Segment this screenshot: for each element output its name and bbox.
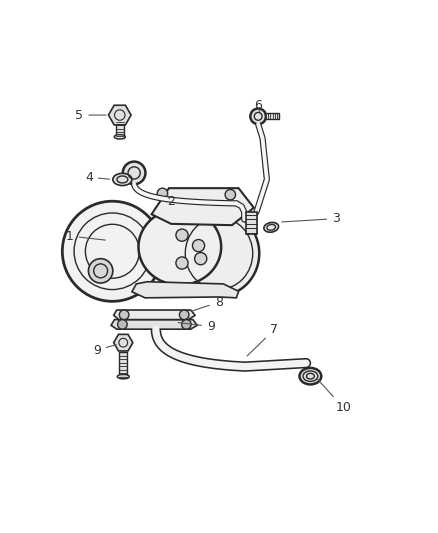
Text: 6: 6 [254, 99, 261, 112]
Ellipse shape [264, 222, 279, 232]
Circle shape [194, 253, 207, 265]
Text: 1: 1 [66, 230, 105, 243]
Circle shape [251, 109, 266, 124]
Polygon shape [114, 310, 195, 320]
Ellipse shape [300, 368, 321, 384]
Circle shape [62, 201, 162, 301]
Text: 3: 3 [282, 212, 340, 225]
Circle shape [182, 320, 191, 329]
Circle shape [176, 257, 188, 269]
Circle shape [225, 189, 236, 200]
FancyBboxPatch shape [247, 212, 257, 234]
Circle shape [123, 161, 145, 184]
Bar [265, 114, 279, 119]
Polygon shape [109, 105, 131, 125]
Ellipse shape [138, 209, 221, 285]
Ellipse shape [117, 375, 129, 379]
Polygon shape [132, 282, 239, 298]
Text: 5: 5 [75, 109, 106, 122]
Text: 10: 10 [317, 378, 352, 415]
Bar [116, 121, 124, 138]
Polygon shape [111, 320, 197, 329]
Circle shape [157, 188, 168, 199]
Ellipse shape [114, 135, 125, 139]
Circle shape [88, 259, 113, 283]
Text: 9: 9 [93, 344, 116, 357]
Polygon shape [152, 188, 254, 225]
Text: 4: 4 [85, 171, 110, 184]
Ellipse shape [113, 173, 132, 185]
Text: 9: 9 [178, 320, 215, 333]
Circle shape [192, 239, 205, 252]
Circle shape [117, 320, 127, 329]
Polygon shape [114, 334, 133, 351]
Text: 8: 8 [191, 296, 223, 311]
Bar [119, 352, 127, 378]
Text: 7: 7 [247, 323, 279, 356]
Circle shape [176, 229, 188, 241]
Circle shape [180, 310, 189, 320]
Circle shape [119, 310, 129, 320]
Text: 2: 2 [167, 195, 175, 208]
Ellipse shape [179, 211, 259, 296]
